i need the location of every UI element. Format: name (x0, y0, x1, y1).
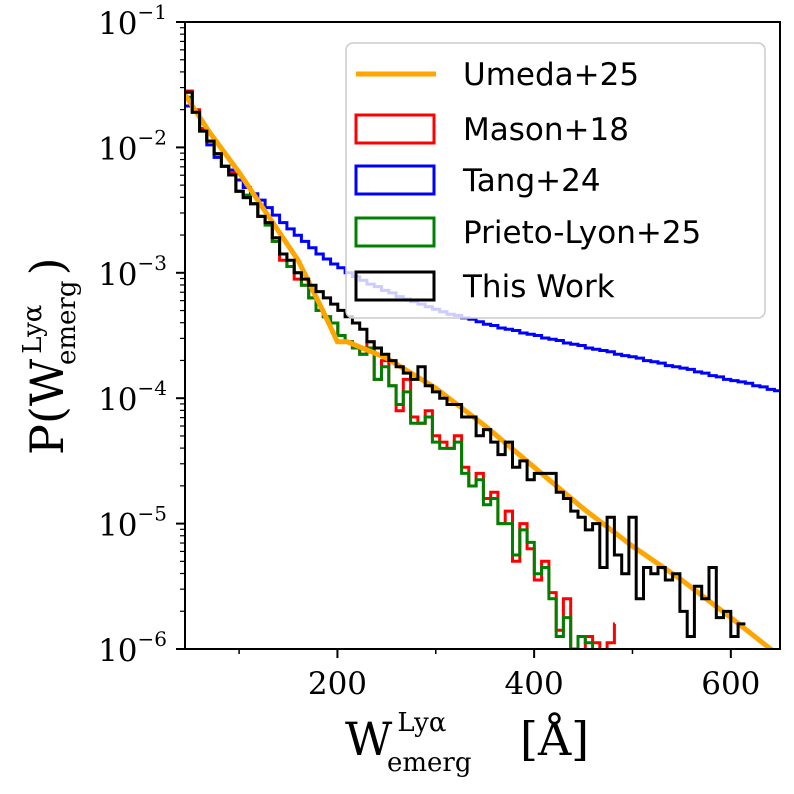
y-tick-exponent: −1 (138, 0, 167, 24)
y-tick-label: 10−4 (98, 376, 167, 418)
legend-swatch-mason (354, 113, 436, 145)
series-umeda-25 (185, 93, 775, 649)
series-tang-24 (185, 104, 780, 393)
legend-label-umeda: Umeda+25 (463, 57, 639, 93)
x-tick-label-400: 400 (505, 666, 564, 702)
series-this-work (185, 90, 746, 638)
y-tick-exponent: −2 (138, 125, 167, 149)
y-axis-label: P(W Lyα emerg ) (18, 257, 82, 455)
y-tick-base: 10 (98, 633, 137, 669)
series-layer (185, 89, 780, 649)
y-tick-base: 10 (98, 382, 137, 418)
y-tick-exponent: −3 (138, 251, 167, 275)
y-tick-base: 10 (98, 508, 137, 544)
x-axis-label-unit: [Å] (520, 711, 589, 766)
legend: Umeda+25 Mason+18 Tang+24 Prieto-Lyon+25… (345, 42, 766, 319)
y-axis-label-sup: Lyα (18, 305, 48, 354)
y-tick-label: 10−3 (98, 251, 167, 293)
y-tick-base: 10 (98, 257, 137, 293)
plot-frame (184, 21, 781, 650)
legend-swatch-this-work (354, 270, 436, 302)
x-tick-label-200: 200 (308, 666, 367, 702)
x-axis-label-sup: Lyα (397, 708, 446, 738)
y-tick-exponent: −5 (138, 502, 167, 526)
legend-label-prieto-lyon: Prieto-Lyon+25 (463, 215, 701, 251)
legend-label-this-work: This Work (462, 269, 615, 305)
x-tick-label-600: 600 (701, 666, 760, 702)
x-axis-label-main: W (345, 712, 393, 766)
legend-box (345, 42, 766, 319)
legend-swatch-tang (354, 164, 436, 196)
y-tick-exponent: −4 (138, 376, 167, 400)
y-axis-label-sub: emerg (52, 281, 82, 366)
y-tick-base: 10 (98, 131, 137, 167)
legend-swatch-prieto-lyon (354, 216, 436, 248)
y-axis-label-suffix: ) (20, 257, 74, 275)
y-tick-label: 10−6 (98, 627, 167, 669)
y-tick-label: 10−5 (98, 502, 167, 544)
legend-label-tang: Tang+24 (462, 163, 601, 199)
y-tick-label: 10−2 (98, 125, 167, 167)
legend-label-mason: Mason+18 (463, 112, 629, 148)
y-tick-exponent: −6 (138, 627, 167, 651)
x-axis-label: W Lyα emerg [Å] (345, 708, 589, 778)
y-tick-label: 10−1 (98, 0, 167, 42)
y-axis-label-prefix: P(W (20, 358, 74, 455)
x-axis-label-sub: emerg (387, 748, 472, 778)
y-tick-base: 10 (98, 6, 137, 42)
